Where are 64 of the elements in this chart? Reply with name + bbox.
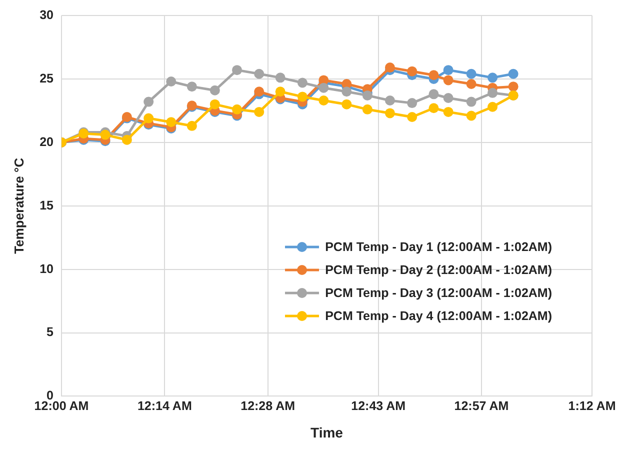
point [254,68,264,79]
point [254,86,264,97]
point [384,108,395,118]
x-tick-label: 1:12 AM [568,399,616,414]
point [443,75,454,86]
point [443,65,454,76]
point [488,88,498,98]
point [466,110,476,121]
point [144,96,154,107]
point [428,89,439,100]
point [297,92,308,102]
point [428,70,439,80]
y-tick-label: 5 [46,325,54,340]
point [362,90,372,100]
point [466,68,476,79]
point [210,85,220,96]
point [254,106,264,117]
point [407,98,418,108]
y-tick-label: 20 [40,134,54,149]
point [443,106,454,117]
point [186,82,197,92]
point [488,72,498,83]
point [466,79,476,90]
point [508,82,518,92]
legend-label: PCM Temp - Day 4 (12:00AM - 1:02AM) [325,308,552,322]
y-tick-label: 30 [40,8,54,22]
point [384,62,395,73]
y-axis-title: Temperature °C [11,157,26,254]
y-tick-label: 25 [40,71,54,86]
point [186,120,197,131]
point [297,78,308,88]
x-tick-label: 12:43 AM [351,399,406,414]
y-tick-label: 10 [40,262,54,276]
y-tick-label: 15 [40,198,54,212]
point [342,86,352,97]
legend-label: PCM Temp - Day 1 (12:00AM - 1:02AM) [325,240,552,254]
point [232,104,242,114]
x-axis-title: Time [310,424,344,440]
legend-label: PCM Temp - Day 3 (12:00AM - 1:02AM) [325,286,552,300]
point [443,92,454,103]
point [144,113,154,124]
legend-label: PCM Temp - Day 2 (12:00AM - 1:02AM) [325,262,552,276]
x-tick-label: 12:14 AM [137,399,192,414]
point [488,102,498,112]
point [122,134,132,145]
point [318,82,329,93]
point [166,76,176,86]
point [166,117,176,128]
point [232,65,242,76]
point [275,86,286,97]
point [407,112,418,122]
x-tick-label: 12:57 AM [454,399,509,414]
point [428,103,439,114]
point [362,104,372,114]
point [466,96,476,107]
point [342,99,352,110]
point [210,99,220,110]
point [407,66,418,76]
point [275,72,286,83]
point [318,96,329,106]
x-tick-label: 12:28 AM [240,399,296,414]
point [508,68,518,79]
point [384,96,395,106]
point [100,130,110,140]
